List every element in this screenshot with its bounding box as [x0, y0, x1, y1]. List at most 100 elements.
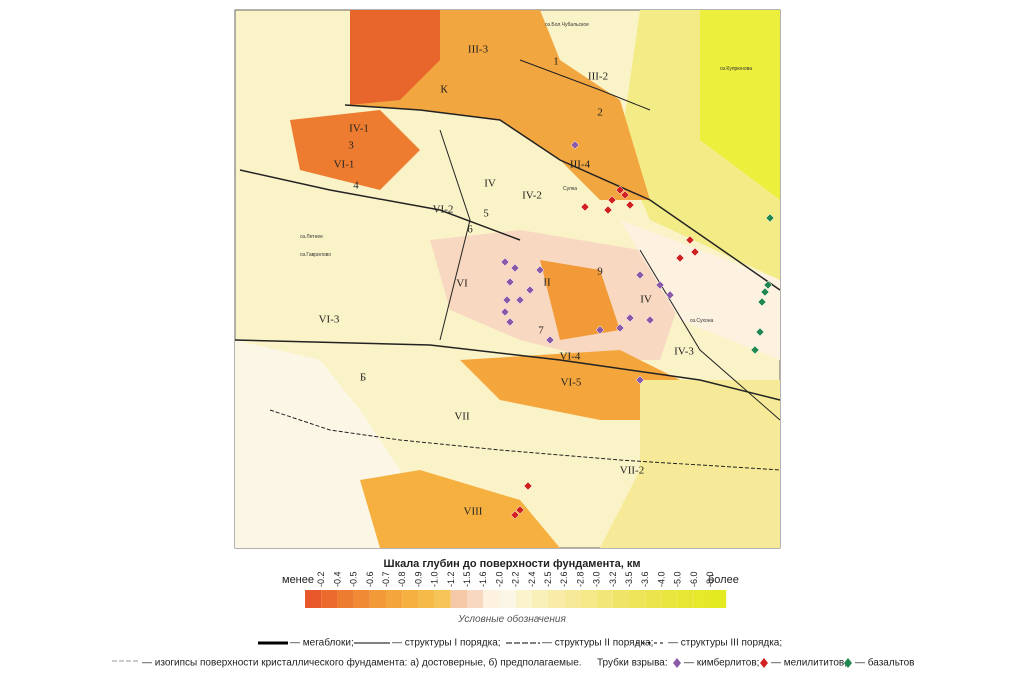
scale-tick: -6.0: [689, 571, 699, 587]
pipe: [505, 277, 515, 287]
pipe: [765, 213, 775, 223]
scale-box: [693, 590, 710, 608]
symbol: [760, 658, 768, 668]
pipe: [603, 205, 613, 215]
scale-tick: -3.2: [608, 571, 618, 587]
legend-title: Условные обозначения: [457, 613, 566, 625]
scale-tick: -0.7: [381, 571, 391, 587]
scale-tick: -2.0: [494, 571, 504, 587]
scale-box: [612, 590, 629, 608]
map: III-3 К 1 III-2 2 IV-1 3 VI-1 4 III-4 IV…: [234, 9, 781, 549]
region-label: III-2: [588, 71, 608, 83]
region-label: III-4: [570, 159, 591, 171]
region-label: IV-1: [349, 123, 369, 135]
scale-tick: -1.2: [446, 571, 456, 587]
scale-box: [386, 590, 403, 608]
scale-box: [483, 590, 500, 608]
pipe: [620, 190, 630, 200]
region-label: IV: [640, 294, 652, 306]
zone: [360, 470, 560, 548]
place-label: оз.Купрюнова: [720, 66, 752, 72]
region-label: 1: [553, 56, 559, 68]
region-label: IV-3: [674, 346, 694, 358]
pipe: [655, 280, 665, 290]
place-label: оз.Гаврилово: [300, 252, 331, 258]
region-label: 5: [483, 208, 489, 220]
pipe: [500, 307, 510, 317]
pipe: [750, 345, 760, 355]
pipe: [505, 317, 515, 327]
scale-box: [499, 590, 516, 608]
scale-box: [467, 590, 484, 608]
scale-box: [418, 590, 435, 608]
pipe: [595, 325, 605, 335]
pipes: [500, 140, 775, 520]
pipe: [615, 185, 625, 195]
scale-tick: -0.8: [397, 571, 407, 587]
region-label: Б: [360, 372, 366, 384]
pipe: [763, 280, 773, 290]
legend-item: Трубки взрыва:: [597, 657, 668, 669]
scale-tick: -1.5: [462, 571, 472, 587]
pipe: [510, 510, 520, 520]
fault: [344, 104, 781, 291]
region-label: 9: [597, 266, 603, 278]
scale-tick: -3.6: [640, 571, 650, 587]
fault: [519, 59, 651, 111]
pipe: [570, 140, 580, 150]
zone: [600, 380, 780, 548]
legend: — мегаблоки; — структуры I порядка; — ст…: [112, 637, 914, 669]
scale-box: [353, 590, 370, 608]
place-label: Сулка: [563, 186, 577, 192]
place-label: оз.Бол.Чубальское: [545, 22, 589, 28]
region-label: II: [543, 277, 551, 289]
pipe: [645, 315, 655, 325]
pipe: [690, 247, 700, 257]
pipe: [755, 327, 765, 337]
scale-tick: -0.5: [349, 571, 359, 587]
scale-box: [564, 590, 581, 608]
pipe: [510, 263, 520, 273]
scale-box: [450, 590, 467, 608]
scale-box: [661, 590, 678, 608]
scale-tick: -5.0: [673, 571, 683, 587]
legend-item: — изогипсы поверхности кристаллического …: [142, 657, 582, 669]
legend-item: — структуры II порядка;: [542, 638, 653, 649]
region-label: IV-2: [522, 190, 542, 202]
scale-box: [580, 590, 597, 608]
scale-tick: -1.0: [430, 571, 440, 587]
scale-box: [710, 590, 727, 608]
region-labels: III-3 К 1 III-2 2 IV-1 3 VI-1 4 III-4 IV…: [319, 44, 695, 518]
scale-box: [337, 590, 354, 608]
region-label: 2: [597, 107, 603, 119]
region-label: VI-4: [560, 351, 581, 363]
region-label: 4: [353, 180, 359, 192]
zone: [620, 220, 780, 360]
region-label: VI-1: [334, 159, 355, 171]
scale-tick: -3.0: [592, 571, 602, 587]
scale-box: [645, 590, 662, 608]
scale-box: [369, 590, 386, 608]
scale-tick: -0.2: [316, 571, 326, 587]
scale-box: [677, 590, 694, 608]
legend-item: — структуры I порядка;: [392, 638, 501, 649]
scale-box: [402, 590, 419, 608]
region-label: VII-2: [620, 465, 644, 477]
fault: [234, 339, 781, 401]
place-label: оз.Сухона: [690, 318, 714, 324]
pipe: [625, 313, 635, 323]
pipe: [665, 290, 675, 300]
scale-less: менее: [282, 574, 314, 586]
symbol: [844, 658, 852, 668]
pipe: [757, 297, 767, 307]
pipe: [545, 335, 555, 345]
scale-tick: -0.9: [413, 571, 423, 587]
region-label: К: [440, 84, 448, 96]
symbol: [673, 658, 681, 668]
pipe: [523, 481, 533, 491]
fault: [239, 169, 521, 241]
scale-box: [305, 590, 322, 608]
fault: [269, 409, 781, 471]
pipe: [580, 202, 590, 212]
